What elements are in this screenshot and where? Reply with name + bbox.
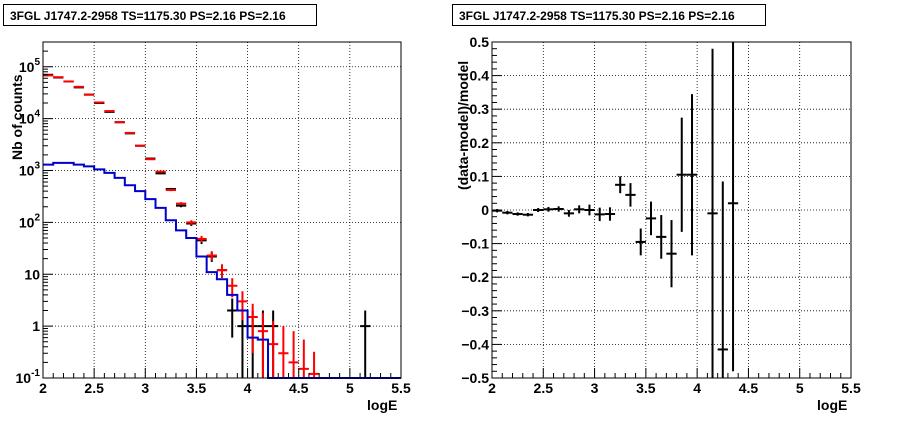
x-tick-label: 4.5 <box>739 380 759 396</box>
model-point <box>288 331 299 378</box>
counts-x-axis-label: logE <box>367 397 398 413</box>
model-point <box>206 251 217 261</box>
x-tick-label: 2 <box>488 380 496 396</box>
x-tick-label: 4.5 <box>289 380 309 396</box>
data-point <box>553 206 564 212</box>
data-point <box>237 310 248 378</box>
model-point <box>216 264 228 278</box>
x-tick-label: 3.5 <box>636 380 656 396</box>
x-tick-label: 2 <box>39 380 47 396</box>
x-tick-label: 4 <box>244 380 252 396</box>
data-point <box>502 211 513 215</box>
data-point <box>604 207 616 221</box>
y-tick-label: 103 <box>19 161 41 179</box>
y-tick-label: 0.4 <box>470 68 490 84</box>
plot-frame <box>42 41 402 379</box>
data-point <box>686 94 698 256</box>
y-tick-label: −0.3 <box>461 303 489 319</box>
y-tick-label: 105 <box>19 57 41 75</box>
data-point <box>625 183 636 207</box>
x-tick-label: 2.5 <box>84 380 104 396</box>
data-point <box>563 210 575 217</box>
counts-y-axis-label: Nb of counts <box>9 74 25 160</box>
data-point <box>227 298 238 338</box>
y-tick-label: −0.2 <box>461 269 489 285</box>
y-tick-label: 102 <box>19 212 41 230</box>
x-tick-label: 4 <box>693 380 701 396</box>
data-point <box>522 213 534 217</box>
y-tick-label: 0.5 <box>470 34 490 50</box>
x-tick-label: 5 <box>346 380 354 396</box>
model-point <box>196 235 207 243</box>
model-point <box>165 188 176 192</box>
counts-plot-title: 3FGL J1747.2-2958 TS=1175.30 PS=2.16 PS=… <box>3 4 317 26</box>
model-point <box>278 326 289 378</box>
y-tick-label: 0 <box>481 202 489 218</box>
y-tick-label: 0.3 <box>470 101 490 117</box>
counts-panel: 2 2.5 3 3.5 4 4.5 5 5.5 10-1 1 10 102 103 104 105 <box>16 41 411 396</box>
data-point <box>707 48 718 378</box>
x-tick-label: 3 <box>141 380 149 396</box>
model-point <box>308 351 320 378</box>
x-tick-label: 2.5 <box>534 380 554 396</box>
model-point <box>145 158 156 161</box>
data-point <box>155 172 166 175</box>
data-point <box>645 201 657 236</box>
data-point <box>676 117 687 232</box>
model-point <box>268 321 279 378</box>
x-tick-label: 3 <box>591 380 599 396</box>
x-tick-label: 3.5 <box>187 380 207 396</box>
data-point <box>727 42 739 372</box>
data-point <box>635 228 646 256</box>
data-point <box>533 207 544 213</box>
y-tick-label: 1 <box>32 318 40 334</box>
residuals-x-axis-label: logE <box>817 397 848 413</box>
model-point <box>135 144 146 147</box>
x-tick-label: 5.5 <box>391 380 411 396</box>
x-tick-label: 5.5 <box>841 380 861 396</box>
data-point <box>512 212 523 216</box>
data-point <box>594 207 605 222</box>
residuals-panel: 2 2.5 3 3.5 4 4.5 5 5.5 −0.5 −0.4 −0.3 −0.2 −0.1 0 0.1… <box>461 34 861 396</box>
model-point <box>257 312 269 378</box>
data-point <box>492 208 503 213</box>
residuals-y-axis-label: (data-model)/model <box>455 60 471 190</box>
model-point <box>237 291 248 321</box>
residuals-plot-title: 3FGL J1747.2-2958 TS=1175.30 PS=2.16 PS=… <box>452 4 766 26</box>
y-tick-label: 0.2 <box>470 135 490 151</box>
y-tick-label: 10-1 <box>16 368 41 386</box>
data-point <box>574 205 585 214</box>
data-point <box>615 176 626 194</box>
y-tick-label: 10 <box>24 266 40 282</box>
data-point <box>656 215 667 259</box>
data-point <box>543 206 554 212</box>
model-point <box>186 220 197 225</box>
data-point <box>360 310 371 378</box>
model-point <box>175 202 187 206</box>
y-tick-label: −0.1 <box>461 236 489 252</box>
data-point <box>717 181 728 378</box>
y-tick-label: 0.1 <box>470 168 490 184</box>
model-point <box>298 339 309 378</box>
y-tick-label: −0.5 <box>461 370 489 386</box>
data-point <box>584 204 595 216</box>
y-tick-label: 104 <box>19 109 41 127</box>
model-point <box>155 170 166 173</box>
model-point <box>247 303 258 354</box>
x-tick-label: 5 <box>796 380 804 396</box>
model-point <box>124 131 136 134</box>
y-tick-label: −0.4 <box>461 336 489 352</box>
data-point <box>666 220 677 288</box>
